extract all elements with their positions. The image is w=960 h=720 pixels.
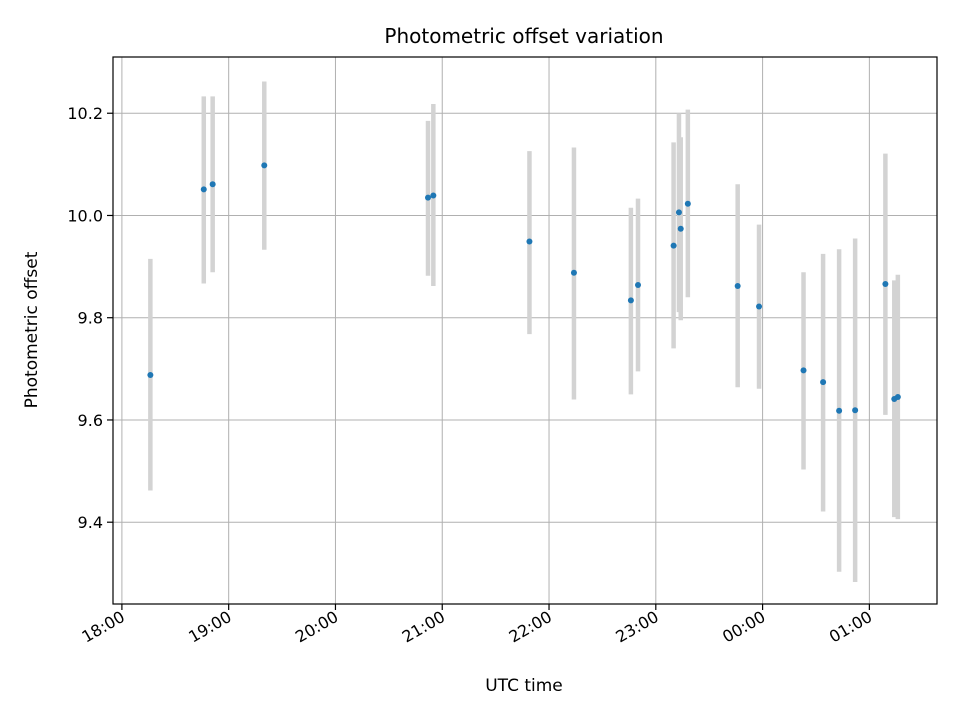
- data-points: [147, 162, 901, 414]
- data-point: [209, 181, 216, 188]
- data-point: [882, 280, 889, 287]
- data-point: [836, 407, 843, 414]
- data-point: [670, 242, 677, 249]
- data-point: [684, 200, 691, 207]
- data-point: [635, 282, 642, 289]
- data-point: [526, 238, 533, 245]
- data-point: [675, 209, 682, 216]
- data-point: [820, 379, 827, 386]
- y-tick-label: 9.4: [78, 513, 103, 532]
- data-point: [570, 269, 577, 276]
- chart-title: Photometric offset variation: [384, 24, 663, 48]
- data-point: [261, 162, 268, 169]
- data-point: [756, 303, 763, 310]
- y-axis-label: Photometric offset: [22, 251, 42, 408]
- data-point: [734, 283, 741, 290]
- data-point: [200, 186, 207, 193]
- y-tick-label: 9.6: [78, 411, 103, 430]
- data-point: [800, 367, 807, 374]
- grid: [113, 57, 937, 604]
- data-point: [894, 393, 901, 400]
- data-point: [852, 407, 859, 414]
- data-point: [677, 225, 684, 232]
- y-tick-label: 10.2: [67, 104, 103, 123]
- y-tick-label: 9.8: [78, 309, 103, 328]
- data-point: [147, 371, 154, 378]
- y-axis-ticks: 9.4 9.6 9.8 10.0 10.2: [67, 104, 113, 532]
- data-point: [627, 297, 634, 304]
- data-point: [425, 194, 432, 201]
- plot-area-frame: [112, 56, 938, 605]
- y-tick-label: 10.0: [67, 206, 103, 225]
- x-axis-label: UTC time: [485, 676, 563, 696]
- data-point: [430, 192, 437, 199]
